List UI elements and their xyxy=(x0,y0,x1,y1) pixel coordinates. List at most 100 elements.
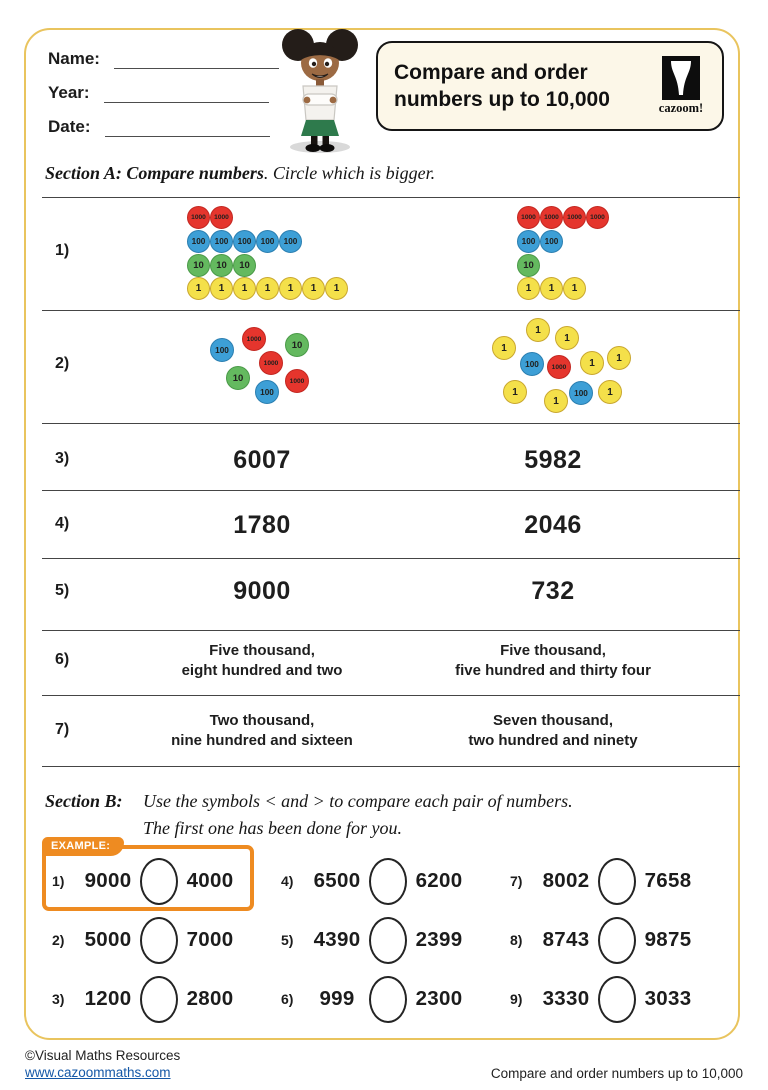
counter-1000: 1000 xyxy=(242,327,266,351)
pair-label: 6) xyxy=(281,991,294,1007)
counter-1: 1 xyxy=(503,380,527,404)
counter-100: 100 xyxy=(187,230,210,253)
divider xyxy=(42,558,740,559)
answer-circle[interactable] xyxy=(369,975,407,1023)
counter-100: 100 xyxy=(255,380,279,404)
compare-number-left-5[interactable]: 9000 xyxy=(233,577,291,605)
worksheet-title-box: Compare and order numbers up to 10,000 c… xyxy=(376,41,724,131)
counter-10: 10 xyxy=(233,254,256,277)
words-line: Five thousand, xyxy=(500,642,606,659)
pair-right-number: 9875 xyxy=(644,928,692,951)
year-field: Year: xyxy=(48,82,269,103)
compare-number-left-4[interactable]: 1780 xyxy=(233,511,291,539)
words-line: two hundred and ninety xyxy=(468,731,638,749)
answer-circle[interactable] xyxy=(140,975,178,1023)
words-line: five hundred and thirty four xyxy=(455,661,651,679)
pair-right-number: 7658 xyxy=(644,869,692,892)
answer-circle[interactable] xyxy=(598,975,636,1023)
words-line: eight hundred and two xyxy=(181,661,343,679)
counter-1000: 1000 xyxy=(210,206,233,229)
counter-1: 1 xyxy=(210,277,233,300)
counter-1: 1 xyxy=(302,277,325,300)
section-a-instruction: . Circle which is bigger. xyxy=(263,163,436,183)
name-label: Name: xyxy=(48,49,100,68)
words-line: nine hundred and sixteen xyxy=(171,731,353,749)
compare-number-left-3[interactable]: 6007 xyxy=(233,446,291,474)
name-input-line[interactable] xyxy=(113,48,279,69)
counter-1: 1 xyxy=(187,277,210,300)
counter-100: 100 xyxy=(279,230,302,253)
counter-1: 1 xyxy=(526,318,550,342)
section-a-heading: Section A: Compare numbers. Circle which… xyxy=(45,163,435,184)
counter-1000: 1000 xyxy=(540,206,563,229)
counter-1000: 1000 xyxy=(285,369,309,393)
compare-number-right-3[interactable]: 5982 xyxy=(524,446,582,474)
counter-1: 1 xyxy=(563,277,586,300)
counter-100: 100 xyxy=(517,230,540,253)
counter-1: 1 xyxy=(555,326,579,350)
pair-left-number: 8743 xyxy=(542,928,590,951)
pair-label: 1) xyxy=(52,873,65,889)
answer-circle[interactable] xyxy=(369,916,407,964)
compare-words-left-6[interactable]: Five thousand, eight hundred and two xyxy=(122,641,402,680)
pair-right-number: 6200 xyxy=(415,869,463,892)
pair-left-number: 3330 xyxy=(542,987,590,1010)
answer-circle[interactable] xyxy=(598,857,636,905)
counter-group-left-row2[interactable]: 100 1000 10 1000 10 1000 100 xyxy=(210,327,311,406)
divider xyxy=(42,766,740,767)
cazoom-logo-icon xyxy=(662,56,700,100)
counter-1: 1 xyxy=(325,277,348,300)
pair-left-number: 8002 xyxy=(542,869,590,892)
counter-100: 100 xyxy=(520,352,544,376)
counter-1: 1 xyxy=(540,277,563,300)
divider xyxy=(42,197,740,198)
answer-circle[interactable] xyxy=(598,916,636,964)
date-label: Date: xyxy=(48,117,91,136)
counter-100: 100 xyxy=(540,230,563,253)
section-b-heading: Section B: xyxy=(45,791,123,812)
answer-circle[interactable] xyxy=(140,857,178,905)
compare-pair-9: 9) 3330 3033 xyxy=(510,975,700,1023)
compare-words-right-6[interactable]: Five thousand, five hundred and thirty f… xyxy=(413,641,693,680)
cazoom-logo-text: cazoom! xyxy=(658,101,704,115)
answer-circle[interactable] xyxy=(369,857,407,905)
year-input-line[interactable] xyxy=(103,82,269,103)
compare-number-right-5[interactable]: 732 xyxy=(531,577,575,605)
page-title-line1: Compare and order xyxy=(394,61,588,84)
counter-10: 10 xyxy=(187,254,210,277)
counter-1: 1 xyxy=(279,277,302,300)
counter-group-right-row2[interactable]: 1 1 1 100 1000 1 1 1 1 100 1 xyxy=(492,318,633,416)
counter-10: 10 xyxy=(210,254,233,277)
compare-pair-4: 4) 6500 6200 xyxy=(281,857,471,905)
worksheet-border xyxy=(24,28,740,1040)
date-input-line[interactable] xyxy=(104,116,270,137)
compare-number-right-4[interactable]: 2046 xyxy=(524,511,582,539)
footer-worksheet-name: Compare and order numbers up to 10,000 xyxy=(490,1066,743,1081)
counter-group-left-row1[interactable]: 1000 1000 100 100 100 100 100 10 10 10 1 1 1 1 1 1 1 xyxy=(187,206,352,302)
row-label-3: 3) xyxy=(55,450,70,467)
row-label-1: 1) xyxy=(55,242,70,259)
example-label: EXAMPLE: xyxy=(42,837,125,856)
pair-left-number: 1200 xyxy=(84,987,132,1010)
pair-right-number: 7000 xyxy=(186,928,234,951)
divider xyxy=(42,423,740,424)
pair-label: 9) xyxy=(510,991,523,1007)
compare-words-left-7[interactable]: Two thousand, nine hundred and sixteen xyxy=(122,711,402,750)
counter-100: 100 xyxy=(256,230,279,253)
pair-label: 3) xyxy=(52,991,65,1007)
counter-1000: 1000 xyxy=(259,351,283,375)
year-label: Year: xyxy=(48,83,90,102)
compare-pair-5: 5) 4390 2399 xyxy=(281,916,471,964)
row-label-4: 4) xyxy=(55,515,70,532)
footer-copyright: ©Visual Maths Resources xyxy=(25,1048,181,1063)
compare-words-right-7[interactable]: Seven thousand, two hundred and ninety xyxy=(413,711,693,750)
cazoom-logo: cazoom! xyxy=(652,56,710,116)
answer-circle[interactable] xyxy=(140,916,178,964)
counter-group-right-row1[interactable]: 1000 1000 1000 1000 100 100 10 1 1 1 xyxy=(517,206,612,302)
divider xyxy=(42,490,740,491)
example-box: EXAMPLE: xyxy=(42,837,254,911)
pair-left-number: 999 xyxy=(319,987,355,1010)
counter-1: 1 xyxy=(598,380,622,404)
date-field: Date: xyxy=(48,116,270,137)
footer-website-link[interactable]: www.cazoommaths.com xyxy=(25,1065,171,1080)
